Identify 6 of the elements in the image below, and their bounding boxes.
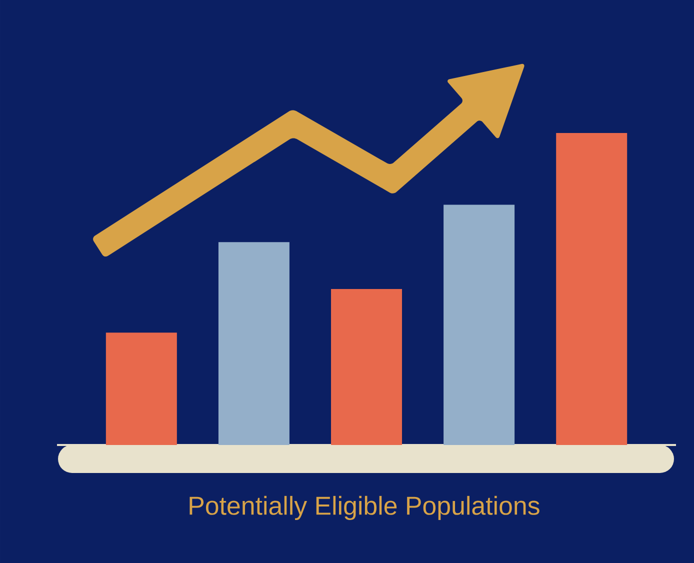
text: Potentially Eligible Populations (190, 496, 540, 520)
bar (444, 204, 515, 445)
bar (556, 132, 628, 445)
bar (218, 242, 290, 445)
bar (331, 288, 402, 445)
bar (106, 332, 177, 445)
